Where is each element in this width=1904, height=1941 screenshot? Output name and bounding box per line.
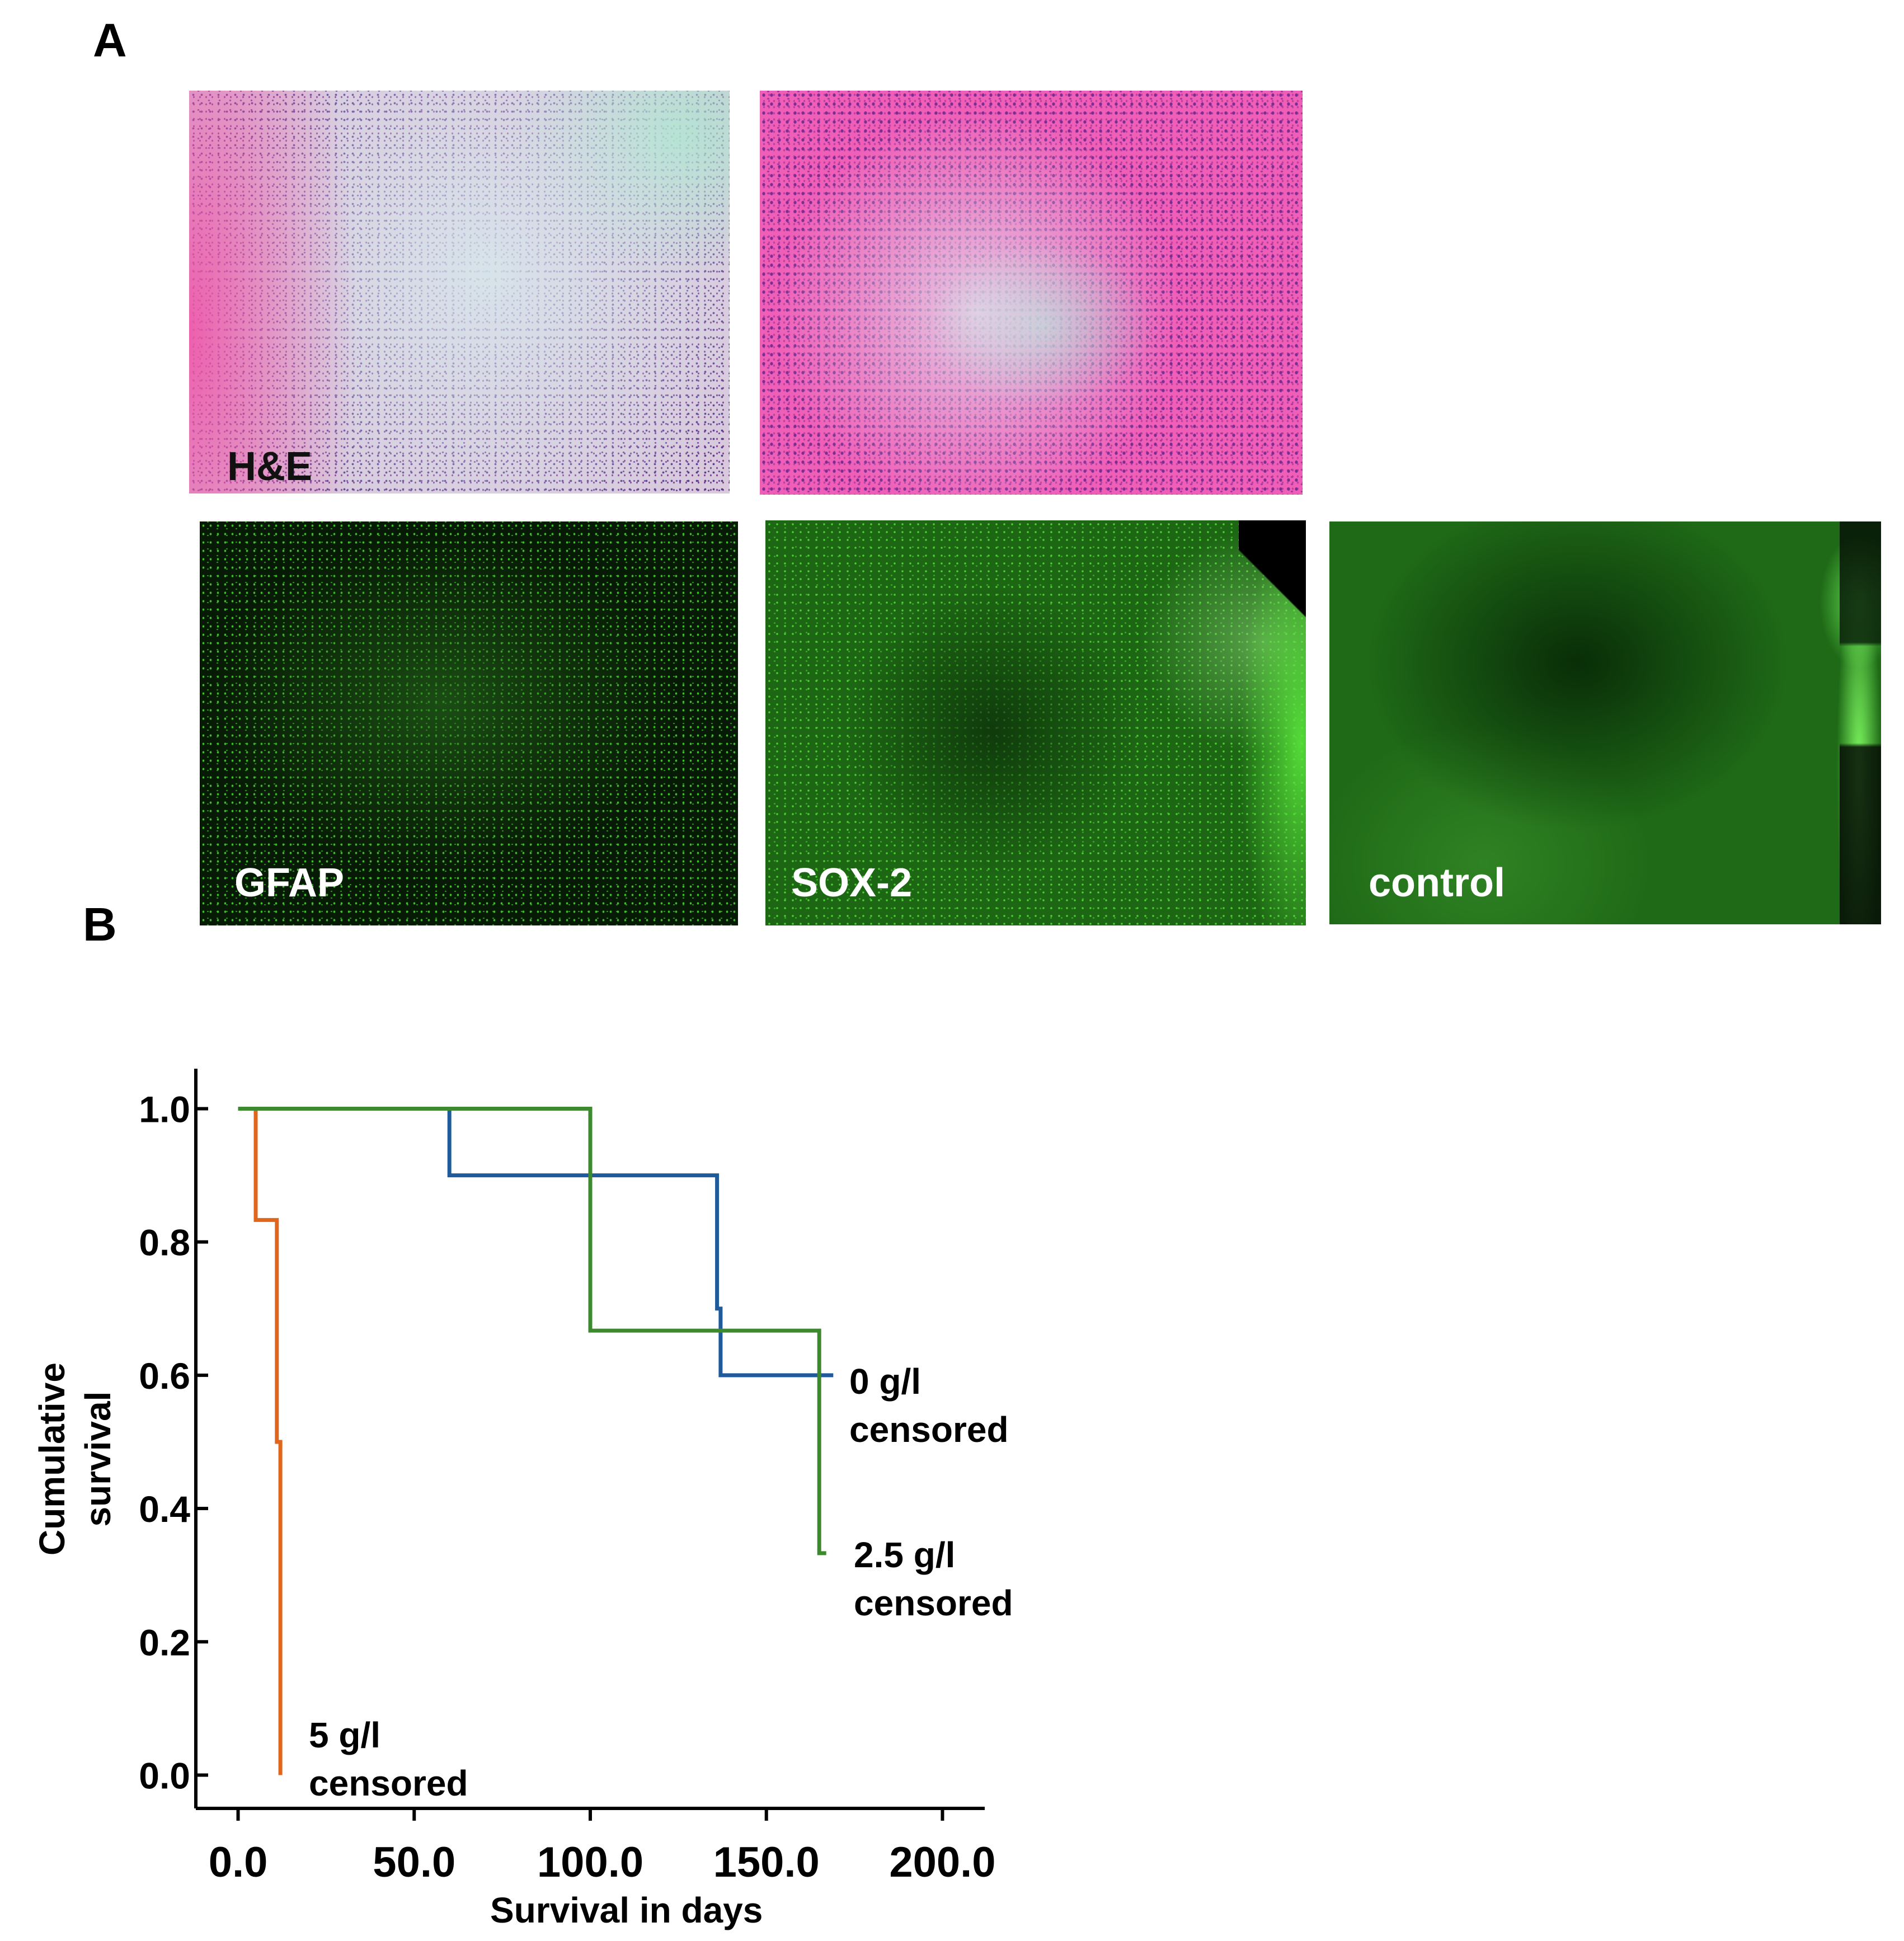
y-tick-label: 0.6 [139,1355,190,1397]
x-tick-label: 150.0 [713,1839,820,1886]
series-label-5gl-line-1: 5 g/l [309,1715,381,1755]
series-label-5gl-line-2: censored [309,1763,468,1803]
panel-letter-a: A [93,14,127,67]
control-tissue-gap [1840,521,1881,924]
y-axis-title-line-1: Cumulative [32,1362,72,1555]
chart-series-layer [238,1107,834,1775]
sox2-micrograph: SOX-2 [765,520,1306,925]
x-tick-label: 200.0 [889,1839,995,1886]
y-axis-title: Cumulative survival [29,1362,121,1555]
series-0gl-line [238,1107,834,1378]
control-micrograph: control [1329,521,1881,924]
sox2-label: SOX-2 [791,861,913,905]
he-label: H&E [227,444,313,489]
chart-axes: 0.0 0.2 0.4 0.6 0.8 1.0 0.0 50.0 100.0 150.0 200.0 [139,1069,996,1886]
gfap-label: GFAP [234,861,345,905]
x-axis-title: Survival in days [490,1890,763,1930]
series-label-0gl-line-2: censored [849,1409,1009,1450]
he-micrograph-low-magnification: H&E [189,91,730,494]
control-label: control [1369,861,1505,905]
x-tick-label: 100.0 [537,1839,643,1886]
y-axis-title-line-2: survival [78,1391,118,1527]
series-5gl-line [238,1107,283,1775]
series-label-2-5gl-line-2: censored [854,1583,1013,1623]
series-label-5gl: 5 g/l censored [309,1711,468,1807]
y-tick-label: 0.2 [139,1622,190,1663]
series-label-0gl: 0 g/l censored [849,1357,1009,1454]
gfap-micrograph: GFAP [200,521,738,925]
sox2-dark-corner [1239,520,1306,666]
series-label-2-5gl: 2.5 g/l censored [854,1531,1013,1627]
panel-letter-b: B [83,898,117,951]
x-tick-label: 0.0 [209,1839,268,1886]
he-micrograph-high-magnification [760,91,1303,495]
y-tick-label: 1.0 [139,1088,190,1130]
series-label-2-5gl-line-1: 2.5 g/l [854,1535,956,1575]
series-2-5gl-line [238,1107,826,1555]
x-tick-label: 50.0 [373,1839,455,1886]
y-tick-label: 0.4 [139,1488,190,1530]
y-tick-label: 0.0 [139,1755,190,1796]
y-tick-label: 0.8 [139,1222,190,1263]
series-label-0gl-line-1: 0 g/l [849,1361,922,1402]
